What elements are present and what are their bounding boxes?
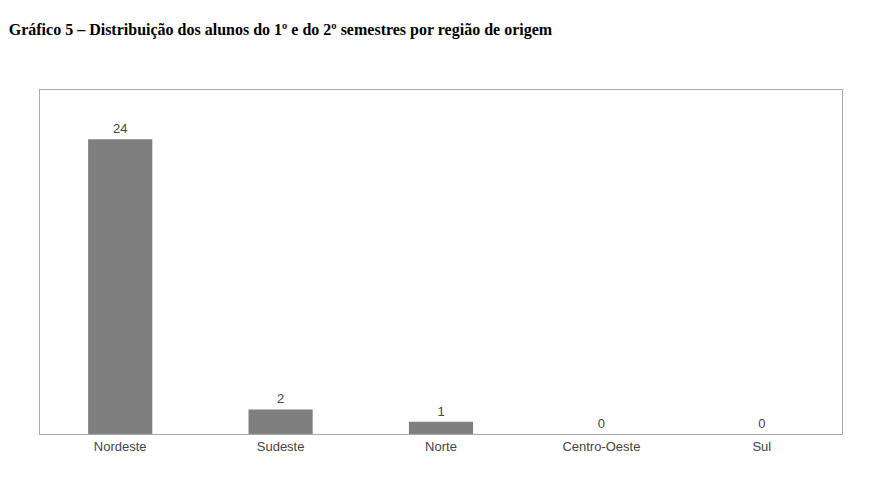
svg-text:0: 0 — [758, 416, 765, 431]
svg-text:Nordeste: Nordeste — [94, 439, 147, 454]
svg-text:Centro-Oeste: Centro-Oeste — [562, 439, 640, 454]
svg-text:Sudeste: Sudeste — [257, 439, 305, 454]
svg-text:Gráfico 5 – Distribuição dos a: Gráfico 5 – Distribuição dos alunos do 1… — [9, 21, 553, 39]
svg-text:Sul: Sul — [752, 439, 771, 454]
svg-text:2: 2 — [277, 391, 284, 406]
svg-text:0: 0 — [598, 416, 605, 431]
svg-text:1: 1 — [437, 404, 444, 419]
svg-text:24: 24 — [113, 121, 127, 136]
svg-text:Norte: Norte — [425, 439, 457, 454]
